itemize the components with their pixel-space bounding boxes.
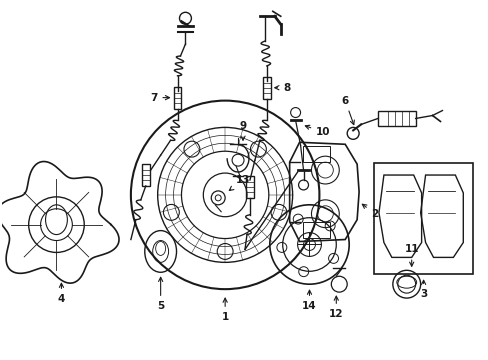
Text: 11: 11 — [404, 244, 418, 266]
Bar — [263, 77, 270, 99]
Bar — [302, 146, 330, 162]
Text: 7: 7 — [150, 93, 169, 103]
Text: 1: 1 — [221, 298, 228, 322]
Text: 9: 9 — [239, 121, 246, 140]
Text: 3: 3 — [419, 280, 427, 299]
Bar — [302, 222, 330, 238]
Text: 6: 6 — [341, 96, 354, 125]
Text: 10: 10 — [305, 125, 330, 138]
Text: 4: 4 — [58, 283, 65, 304]
Text: 2: 2 — [362, 204, 378, 219]
Text: 8: 8 — [274, 83, 290, 93]
Text: 14: 14 — [302, 290, 316, 311]
Text: 5: 5 — [157, 277, 164, 311]
Bar — [142, 164, 149, 186]
Text: 13: 13 — [229, 175, 250, 190]
Bar — [245, 176, 253, 198]
Bar — [373, 163, 472, 274]
Bar — [173, 87, 181, 109]
Bar — [377, 111, 415, 126]
Text: 12: 12 — [328, 296, 343, 319]
